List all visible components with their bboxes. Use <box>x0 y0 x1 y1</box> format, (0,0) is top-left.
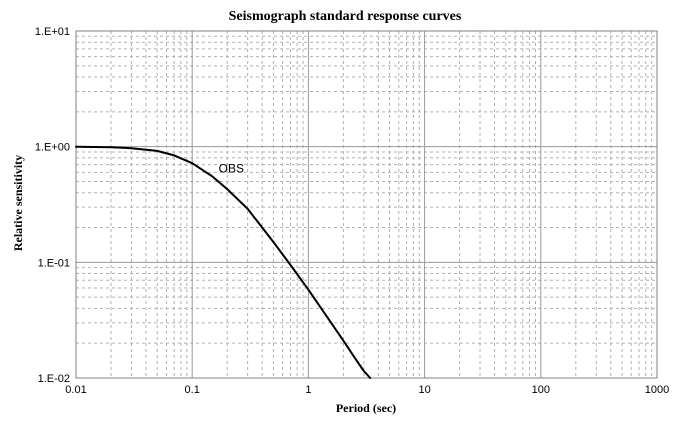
x-tick-label: 1000 <box>645 384 669 396</box>
plot-frame <box>75 30 658 379</box>
y-tick-label: 1.E-01 <box>38 257 70 269</box>
x-tick-label: 0.01 <box>65 384 86 396</box>
series-line-obs <box>75 145 372 379</box>
series-label: OBS <box>219 162 244 176</box>
x-tick-label: 10 <box>418 384 430 396</box>
y-tick-label: 1.E-02 <box>38 373 70 385</box>
chart-title: Seismograph standard response curves <box>229 9 462 24</box>
y-tick-label: 1.E+01 <box>35 26 70 38</box>
x-tick-label: 0.1 <box>185 384 200 396</box>
x-axis-title: Period (sec) <box>336 401 396 415</box>
y-tick-label: 1.E+00 <box>35 142 70 154</box>
plot-area: 0.01 0.1 1 10 100 1000 1.E+01 1.E+00 1.E-01 1.E-0… <box>35 26 669 396</box>
y-axis-title: Relative sensitivity <box>11 155 25 251</box>
x-tick-label: 1 <box>305 384 311 396</box>
x-tick-label: 100 <box>532 384 550 396</box>
